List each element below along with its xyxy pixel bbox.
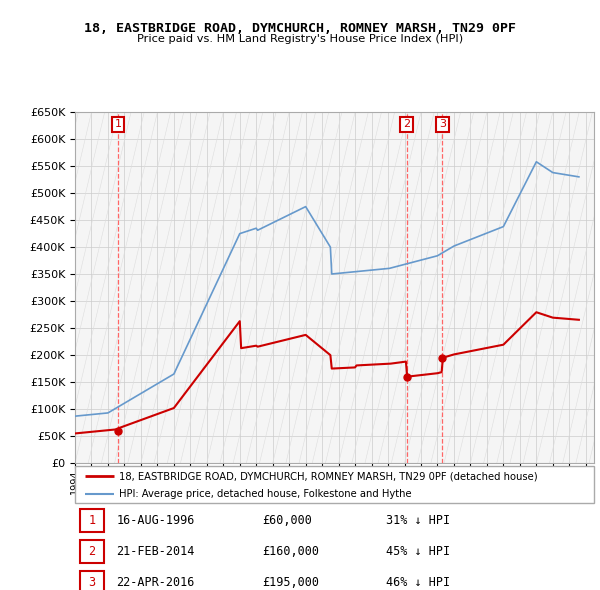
Text: 18, EASTBRIDGE ROAD, DYMCHURCH, ROMNEY MARSH, TN29 0PF: 18, EASTBRIDGE ROAD, DYMCHURCH, ROMNEY M… <box>84 22 516 35</box>
Text: 1: 1 <box>115 119 122 129</box>
Text: 22-APR-2016: 22-APR-2016 <box>116 576 195 589</box>
Text: 21-FEB-2014: 21-FEB-2014 <box>116 545 195 558</box>
Text: 2: 2 <box>88 545 95 558</box>
Text: £160,000: £160,000 <box>262 545 319 558</box>
Bar <box>80 540 104 563</box>
Bar <box>80 571 104 590</box>
Text: 46% ↓ HPI: 46% ↓ HPI <box>386 576 451 589</box>
Text: 16-AUG-1996: 16-AUG-1996 <box>116 514 195 527</box>
Text: Price paid vs. HM Land Registry's House Price Index (HPI): Price paid vs. HM Land Registry's House … <box>137 34 463 44</box>
Text: 3: 3 <box>88 576 95 589</box>
Text: £195,000: £195,000 <box>262 576 319 589</box>
Text: 45% ↓ HPI: 45% ↓ HPI <box>386 545 451 558</box>
Text: 18, EASTBRIDGE ROAD, DYMCHURCH, ROMNEY MARSH, TN29 0PF (detached house): 18, EASTBRIDGE ROAD, DYMCHURCH, ROMNEY M… <box>119 471 538 481</box>
Bar <box>80 510 104 532</box>
Text: 1: 1 <box>88 514 95 527</box>
Text: 2: 2 <box>403 119 410 129</box>
Text: £60,000: £60,000 <box>262 514 312 527</box>
Text: 31% ↓ HPI: 31% ↓ HPI <box>386 514 451 527</box>
Text: HPI: Average price, detached house, Folkestone and Hythe: HPI: Average price, detached house, Folk… <box>119 489 412 499</box>
Text: 3: 3 <box>439 119 446 129</box>
